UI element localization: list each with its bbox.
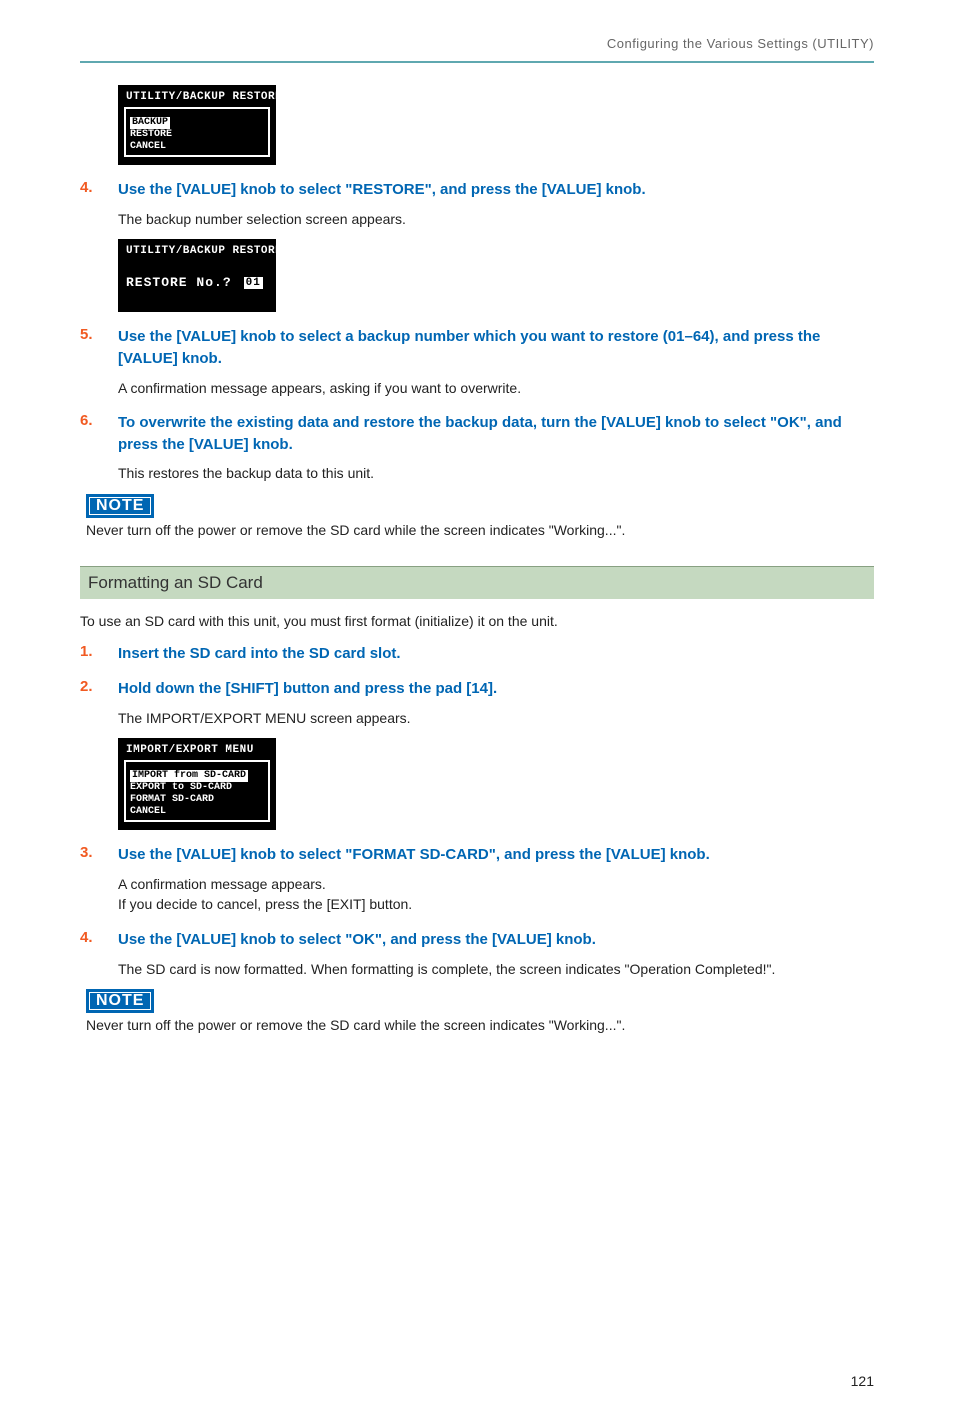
- step-instruction: Use the [VALUE] knob to select "FORMAT S…: [118, 844, 710, 866]
- section-heading-format-sd: Formatting an SD Card: [80, 566, 874, 599]
- running-header: Configuring the Various Settings (UTILIT…: [80, 36, 874, 61]
- step-number: 2.: [80, 678, 118, 695]
- format-step-1: 1. Insert the SD card into the SD card s…: [80, 643, 874, 665]
- lcd-menu-item: FORMAT SD-CARD: [130, 794, 264, 806]
- lcd-restore-number: UTILITY/BACKUP RESTORE RESTORE No.? 01: [118, 239, 276, 312]
- format-step-3-result: A confirmation message appears. If you d…: [118, 874, 874, 915]
- step-5-result: A confirmation message appears, asking i…: [118, 378, 874, 398]
- lcd-menu-item: CANCEL: [130, 806, 264, 818]
- note-badge: NOTE: [86, 989, 154, 1013]
- lcd-menu-item: IMPORT from SD-CARD: [130, 764, 264, 782]
- lcd-menu-box: BACKUPRESTORECANCEL: [124, 107, 270, 157]
- lcd-menu-item: RESTORE: [130, 129, 264, 141]
- step-number: 4.: [80, 179, 118, 196]
- step-instruction: Insert the SD card into the SD card slot…: [118, 643, 401, 665]
- note-text: Never turn off the power or remove the S…: [86, 522, 874, 538]
- note-badge: NOTE: [86, 494, 154, 518]
- step-instruction: Use the [VALUE] knob to select a backup …: [118, 326, 874, 370]
- step-number: 1.: [80, 643, 118, 660]
- step-6: 6. To overwrite the existing data and re…: [80, 412, 874, 456]
- step-4-result: The backup number selection screen appea…: [118, 209, 874, 229]
- step-6-result: This restores the backup data to this un…: [118, 463, 874, 483]
- format-step-3: 3. Use the [VALUE] knob to select "FORMA…: [80, 844, 874, 866]
- lcd-menu-box: IMPORT from SD-CARDEXPORT to SD-CARDFORM…: [124, 760, 270, 822]
- lcd-value-badge: 01: [244, 277, 263, 289]
- lcd-menu-item: CANCEL: [130, 141, 264, 153]
- step-number: 5.: [80, 326, 118, 343]
- step-number: 6.: [80, 412, 118, 429]
- step-instruction: To overwrite the existing data and resto…: [118, 412, 874, 456]
- lcd-title: IMPORT/EXPORT MENU: [124, 744, 270, 760]
- step-number: 3.: [80, 844, 118, 861]
- format-step-2-result: The IMPORT/EXPORT MENU screen appears.: [118, 708, 874, 728]
- lcd-menu-item: EXPORT to SD-CARD: [130, 782, 264, 794]
- lcd-menu-item: BACKUP: [130, 111, 264, 129]
- lcd-title: UTILITY/BACKUP RESTORE: [124, 91, 270, 107]
- lcd-prompt: RESTORE No.?: [126, 275, 232, 290]
- section-intro: To use an SD card with this unit, you mu…: [80, 613, 874, 629]
- lcd-import-export-menu: IMPORT/EXPORT MENU IMPORT from SD-CARDEX…: [118, 738, 276, 830]
- header-rule: [80, 61, 874, 63]
- format-step-2: 2. Hold down the [SHIFT] button and pres…: [80, 678, 874, 700]
- step-4: 4. Use the [VALUE] knob to select "RESTO…: [80, 179, 874, 201]
- format-step-4-result: The SD card is now formatted. When forma…: [118, 959, 874, 979]
- step-instruction: Use the [VALUE] knob to select "RESTORE"…: [118, 179, 646, 201]
- step-instruction: Use the [VALUE] knob to select "OK", and…: [118, 929, 596, 951]
- lcd-title: UTILITY/BACKUP RESTORE: [124, 245, 270, 261]
- lcd-backup-restore-menu: UTILITY/BACKUP RESTORE BACKUPRESTORECANC…: [118, 85, 276, 165]
- page-number: 121: [80, 1373, 874, 1419]
- note-text: Never turn off the power or remove the S…: [86, 1017, 874, 1033]
- step-5: 5. Use the [VALUE] knob to select a back…: [80, 326, 874, 370]
- format-step-4: 4. Use the [VALUE] knob to select "OK", …: [80, 929, 874, 951]
- step-number: 4.: [80, 929, 118, 946]
- step-instruction: Hold down the [SHIFT] button and press t…: [118, 678, 497, 700]
